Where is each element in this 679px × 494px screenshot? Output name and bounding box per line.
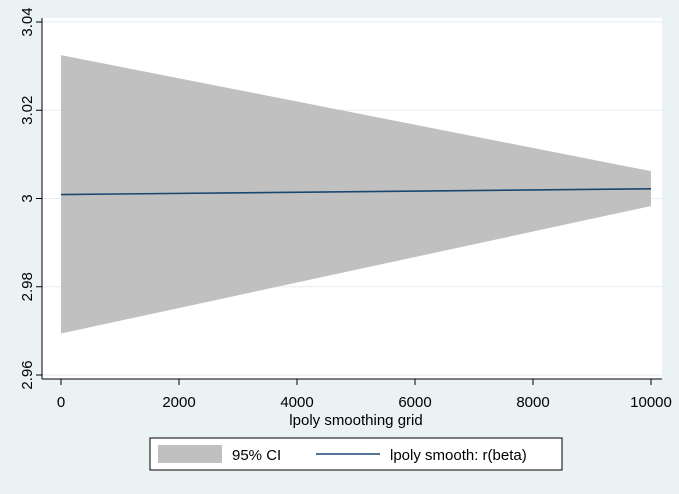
legend-line-label: lpoly smooth: r(beta) bbox=[390, 447, 527, 464]
y-tick-label-2: 3 bbox=[19, 194, 36, 202]
y-tick-label-1: 2.98 bbox=[19, 272, 36, 301]
y-tick-label-4: 3.04 bbox=[19, 7, 36, 36]
y-axis-ticks: 2.96 2.98 3 3.02 3.04 bbox=[19, 7, 42, 390]
x-axis-ticks: 0 2000 4000 6000 8000 10000 bbox=[57, 379, 672, 411]
y-tick-label-3: 3.02 bbox=[19, 96, 36, 125]
series-line-0 bbox=[60, 187, 652, 196]
x-tick-label-2: 4000 bbox=[280, 394, 313, 411]
series-layer bbox=[60, 187, 652, 196]
ci-band-layer bbox=[61, 55, 651, 334]
x-axis-label: lpoly smoothing grid bbox=[289, 412, 422, 429]
x-tick-label-5: 10000 bbox=[630, 394, 672, 411]
x-tick-label-0: 0 bbox=[57, 394, 65, 411]
x-tick-label-4: 8000 bbox=[516, 394, 549, 411]
ci-band bbox=[61, 55, 651, 334]
legend: 95% CI lpoly smooth: r(beta) bbox=[149, 437, 563, 471]
y-tick-label-0: 2.96 bbox=[19, 360, 36, 389]
x-tick-label-3: 6000 bbox=[398, 394, 431, 411]
legend-band-swatch bbox=[158, 445, 222, 463]
legend-band-label: 95% CI bbox=[232, 447, 281, 464]
x-tick-label-1: 2000 bbox=[162, 394, 195, 411]
